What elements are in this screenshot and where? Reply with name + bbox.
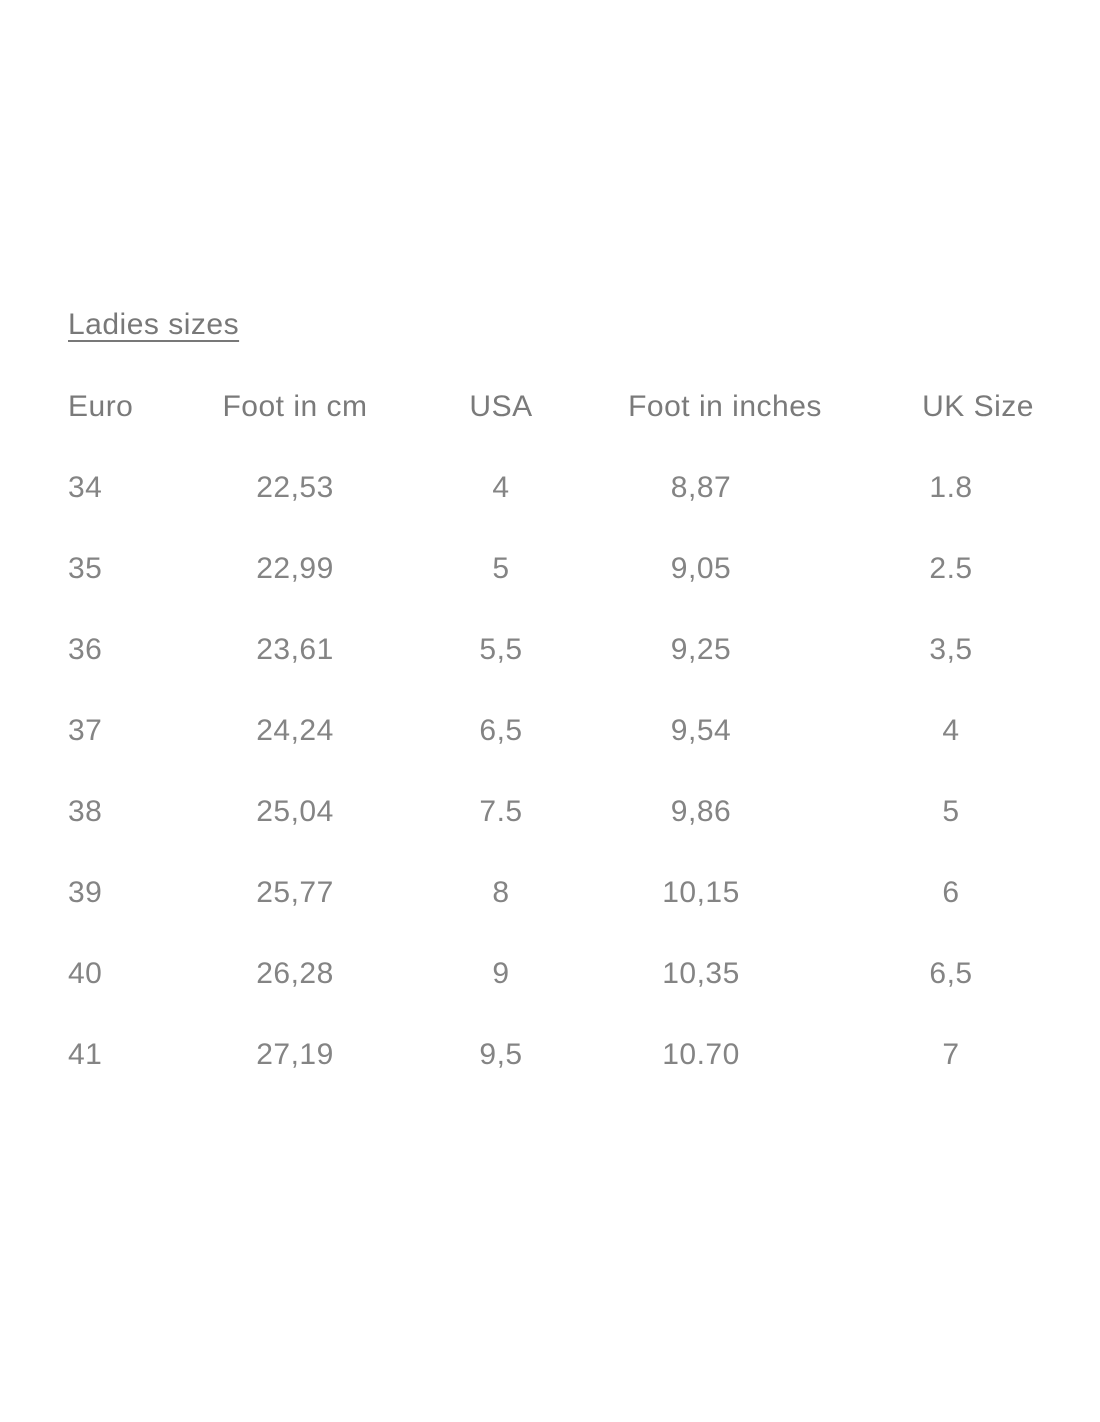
table-cell: 10.70 <box>662 1037 740 1071</box>
table-row: 34 22,53 4 8,87 1.8 <box>68 447 1076 528</box>
table-cell: 26,28 <box>256 956 334 990</box>
table-cell: 9 <box>492 956 510 990</box>
table-cell: 24,24 <box>256 713 334 747</box>
table-cell: 5,5 <box>479 632 523 666</box>
table-cell: 4 <box>942 713 960 747</box>
column-header-foot-in-inches: Foot in inches <box>628 389 822 423</box>
table-cell: 22,53 <box>256 470 334 504</box>
table-cell: 23,61 <box>256 632 334 666</box>
size-chart-section: Ladies sizes Euro Foot in cm USA Foot in… <box>68 303 1078 1095</box>
table-cell: 2.5 <box>929 551 973 585</box>
table-row: 35 22,99 5 9,05 2.5 <box>68 528 1076 609</box>
table-cell: 5 <box>942 794 960 828</box>
table-cell: 10,35 <box>662 956 740 990</box>
table-header-row: Euro Foot in cm USA Foot in inches UK Si… <box>68 366 1076 447</box>
table-cell: 34 <box>68 470 103 504</box>
table-cell: 27,19 <box>256 1037 334 1071</box>
table-cell: 40 <box>68 956 103 990</box>
table-cell: 22,99 <box>256 551 334 585</box>
table-cell: 10,15 <box>662 875 740 909</box>
column-header-foot-in-cm: Foot in cm <box>222 389 368 423</box>
table-row: 36 23,61 5,5 9,25 3,5 <box>68 609 1076 690</box>
table-header: Euro Foot in cm USA Foot in inches UK Si… <box>68 366 1076 447</box>
table-row: 38 25,04 7.5 9,86 5 <box>68 771 1076 852</box>
table-cell: 41 <box>68 1037 103 1071</box>
table-cell: 7 <box>942 1037 960 1071</box>
table-cell: 6 <box>942 875 960 909</box>
table-cell: 1.8 <box>929 470 973 504</box>
table-cell: 7.5 <box>479 794 523 828</box>
table-row: 37 24,24 6,5 9,54 4 <box>68 690 1076 771</box>
column-header-uk-size: UK Size <box>922 389 1034 423</box>
table-cell: 37 <box>68 713 103 747</box>
table-row: 41 27,19 9,5 10.70 7 <box>68 1014 1076 1095</box>
sizes-table: Euro Foot in cm USA Foot in inches UK Si… <box>68 366 1076 1095</box>
sizes-table-body: 34 22,53 4 8,87 1.8 35 22,99 5 9,05 2.5 36 23,61 5,5… <box>68 447 1076 1095</box>
table-cell: 9,54 <box>670 713 732 747</box>
table-cell: 6,5 <box>929 956 973 990</box>
table-cell: 8,87 <box>670 470 732 504</box>
table-cell: 9,05 <box>670 551 732 585</box>
table-cell: 3,5 <box>929 632 973 666</box>
table-row: 40 26,28 9 10,35 6,5 <box>68 933 1076 1014</box>
table-cell: 5 <box>492 551 510 585</box>
table-cell: 39 <box>68 875 103 909</box>
table-cell: 9,5 <box>479 1037 523 1071</box>
table-cell: 38 <box>68 794 103 828</box>
table-cell: 36 <box>68 632 103 666</box>
table-cell: 9,86 <box>670 794 732 828</box>
column-header-euro: Euro <box>68 389 134 423</box>
table-cell: 6,5 <box>479 713 523 747</box>
table-cell: 25,04 <box>256 794 334 828</box>
column-header-usa: USA <box>469 389 533 423</box>
table-cell: 9,25 <box>670 632 732 666</box>
table-cell: 25,77 <box>256 875 334 909</box>
table-cell: 8 <box>492 875 510 909</box>
table-cell: 4 <box>492 470 510 504</box>
section-title: Ladies sizes <box>68 308 240 341</box>
table-cell: 35 <box>68 551 103 585</box>
table-row: 39 25,77 8 10,15 6 <box>68 852 1076 933</box>
